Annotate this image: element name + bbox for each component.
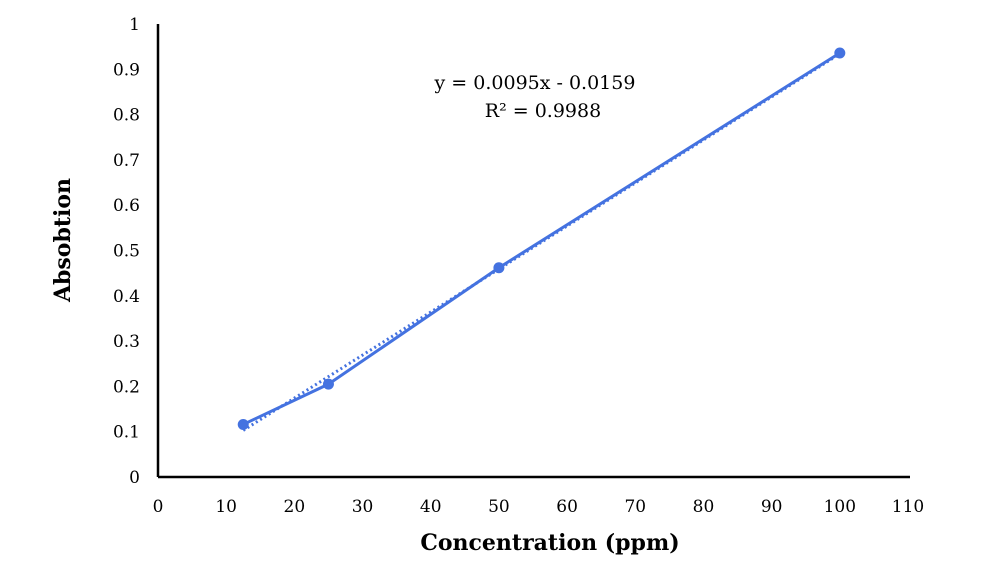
x-tick-label: 80 bbox=[693, 497, 715, 517]
y-tick-labels: 0 0.1 0.2 0.3 0.4 0.5 0.6 0.7 0.8 0.9 1 bbox=[113, 15, 140, 488]
x-tick-label: 60 bbox=[556, 497, 578, 517]
x-tick-labels: 0 10 20 30 40 50 60 70 80 90 100 110 bbox=[153, 497, 925, 517]
x-tick-label: 100 bbox=[824, 497, 856, 517]
y-tick-label: 0.4 bbox=[113, 287, 140, 307]
x-tick-label: 90 bbox=[761, 497, 783, 517]
y-tick-label: 0.8 bbox=[113, 106, 140, 126]
y-axis-title: Absobtion bbox=[50, 178, 76, 303]
trendline-r-squared: R² = 0.9988 bbox=[485, 100, 601, 122]
y-tick-label: 0.5 bbox=[113, 242, 140, 262]
axes bbox=[156, 24, 910, 479]
y-tick-label: 0.9 bbox=[113, 60, 140, 80]
data-point bbox=[322, 378, 334, 390]
y-tick-label: 0.2 bbox=[113, 377, 140, 397]
data-point bbox=[493, 262, 505, 274]
x-tick-label: 50 bbox=[488, 497, 510, 517]
y-tick-label: 0.3 bbox=[113, 332, 140, 352]
x-tick-label: 30 bbox=[352, 497, 374, 517]
y-tick-label: 0 bbox=[129, 468, 140, 488]
x-tick-label: 20 bbox=[284, 497, 306, 517]
x-tick-label: 110 bbox=[892, 497, 924, 517]
data-point bbox=[834, 47, 846, 59]
y-tick-label: 0.1 bbox=[113, 423, 140, 443]
x-tick-label: 70 bbox=[624, 497, 646, 517]
y-tick-label: 1 bbox=[129, 15, 140, 35]
series-line bbox=[242, 51, 841, 426]
x-tick-label: 10 bbox=[215, 497, 237, 517]
trendline-equation: y = 0.0095x - 0.0159 bbox=[434, 72, 636, 94]
data-point bbox=[237, 418, 249, 430]
y-tick-label: 0.7 bbox=[113, 151, 140, 171]
x-tick-label: 40 bbox=[420, 497, 442, 517]
x-tick-label: 0 bbox=[153, 497, 164, 517]
series-layer bbox=[237, 47, 846, 430]
y-tick-label: 0.6 bbox=[113, 196, 140, 216]
x-axis-title: Concentration (ppm) bbox=[420, 530, 679, 556]
